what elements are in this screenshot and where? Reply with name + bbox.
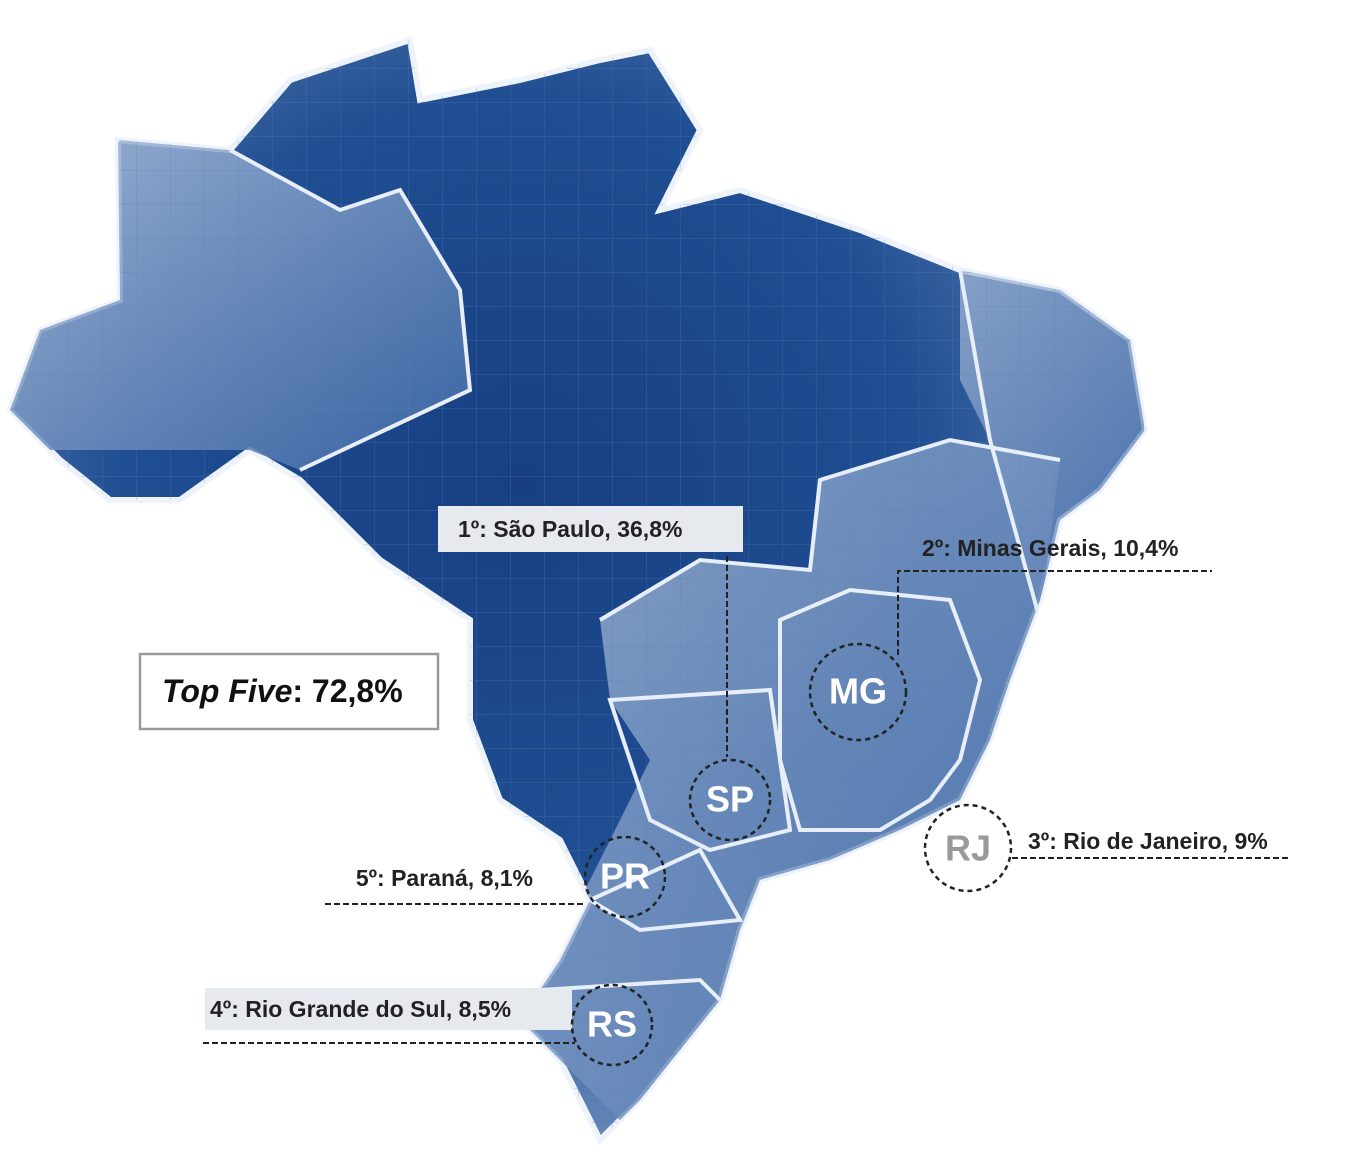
summary-value: : 72,8%: [292, 673, 402, 709]
state-code: SP: [706, 779, 754, 820]
state-ring: [570, 983, 654, 1067]
callout-label: 4º: Rio Grande do Sul, 8,5%: [210, 996, 511, 1022]
label-box: [205, 988, 572, 1030]
state-ring: [923, 803, 1013, 893]
state-ring: [808, 642, 908, 742]
state-code: PR: [600, 856, 650, 897]
callout-label: 1º: São Paulo, 36,8%: [458, 516, 682, 542]
callout-label: 3º: Rio de Janeiro, 9%: [1028, 828, 1268, 854]
state-code: RJ: [945, 828, 991, 869]
summary-text: Top Five: 72,8%: [162, 673, 403, 709]
leader-line: [897, 570, 1212, 655]
label-box: [438, 506, 743, 552]
state-ring: [688, 758, 772, 842]
state-code: RS: [587, 1004, 637, 1045]
callout-label: 5º: Paraná, 8,1%: [356, 865, 533, 891]
state-code: MG: [829, 671, 887, 712]
callout-label: 2º: Minas Gerais, 10,4%: [922, 535, 1178, 561]
summary-box: [138, 652, 440, 731]
summary-label: Top Five: [162, 673, 292, 709]
state-ring: [583, 835, 667, 919]
